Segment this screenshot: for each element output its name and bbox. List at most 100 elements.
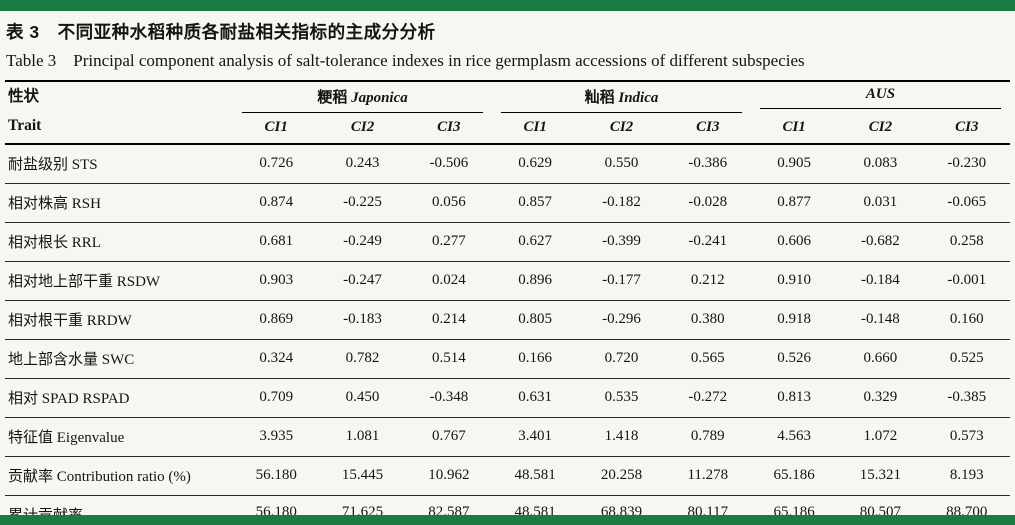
table-header: 性状 Trait 粳稻 Japonica 籼稻 Indica AUS CI1 CI2 C… [5, 81, 1010, 145]
value-cell: 0.767 [405, 417, 493, 457]
value-cell: 56.180 [233, 456, 320, 496]
value-cell: -0.065 [923, 183, 1010, 223]
value-cell: -0.241 [664, 222, 751, 262]
row-label: 特征值 Eigenvalue [5, 417, 234, 457]
value-cell: 0.896 [492, 261, 579, 301]
value-cell: -0.348 [405, 378, 493, 418]
group-label-en: Japonica [351, 90, 408, 106]
component-header-ci2: CI2 [319, 113, 406, 145]
component-header-ci1: CI1 [750, 113, 838, 145]
row-label: 相对根长 RRL [5, 222, 234, 262]
value-cell: -0.230 [923, 144, 1010, 184]
trait-header-en: Trait [8, 117, 42, 134]
value-cell: 20.258 [578, 456, 665, 496]
component-header-ci3: CI3 [664, 113, 751, 145]
group-header-aus: AUS [751, 81, 1010, 113]
value-cell: 0.214 [405, 300, 493, 340]
group-header-japonica: 粳稻 Japonica [233, 81, 492, 113]
value-cell: -0.386 [664, 144, 751, 184]
value-cell: -0.272 [664, 378, 751, 418]
value-cell: 0.709 [233, 378, 320, 418]
value-cell: -0.028 [664, 183, 751, 223]
component-header-ci1: CI1 [492, 113, 579, 145]
value-cell: 0.606 [750, 222, 838, 262]
value-cell: 0.258 [923, 222, 1010, 262]
value-cell: 0.813 [750, 378, 838, 418]
group-label-zh: 籼稻 [584, 90, 619, 106]
value-cell: 0.726 [233, 144, 320, 184]
value-cell: -0.506 [405, 144, 493, 184]
value-cell: 0.631 [492, 378, 579, 418]
value-cell: 0.550 [578, 144, 665, 184]
table-title-en: Table 3 Principal component analysis of … [6, 51, 805, 70]
value-cell: 0.857 [492, 183, 579, 223]
group-header-row: 性状 Trait 粳稻 Japonica 籼稻 Indica AUS [5, 81, 1010, 145]
value-cell: 1.072 [837, 417, 924, 457]
value-cell: -0.399 [578, 222, 665, 262]
row-label: 相对株高 RSH [5, 183, 234, 223]
value-cell: 0.903 [233, 261, 320, 301]
value-cell: 0.024 [405, 261, 493, 301]
value-cell: 0.573 [923, 417, 1010, 457]
group-label-en: Indica [618, 90, 659, 106]
row-label: 相对地上部干重 RSDW [5, 261, 234, 301]
value-cell: -0.682 [837, 222, 924, 262]
component-header-ci3: CI3 [405, 113, 493, 145]
value-cell: 0.660 [837, 339, 924, 379]
value-cell: 15.321 [837, 456, 924, 496]
table-row: 相对株高 RSH 0.874 -0.225 0.056 0.857 -0.182 -0.02… [5, 183, 1010, 223]
value-cell: 15.445 [319, 456, 406, 496]
group-label-zh: 粳稻 [317, 90, 352, 106]
value-cell: 1.081 [319, 417, 406, 457]
value-cell: 0.535 [578, 378, 665, 418]
value-cell: 0.720 [578, 339, 665, 379]
value-cell: 0.514 [405, 339, 493, 379]
table-caption: 表 3 不同亚种水稻种质各耐盐相关指标的主成分分析 Table 3 Princi… [0, 11, 1015, 73]
table-row: 耐盐级别 STS 0.726 0.243 -0.506 0.629 0.550 -0.386… [5, 144, 1010, 184]
value-cell: -0.225 [319, 183, 406, 223]
value-cell: 3.401 [492, 417, 579, 457]
value-cell: -0.177 [578, 261, 665, 301]
row-label: 地上部含水量 SWC [5, 339, 234, 379]
value-cell: 0.627 [492, 222, 579, 262]
value-cell: 0.874 [233, 183, 320, 223]
table-row: 相对 SPAD RSPAD 0.709 0.450 -0.348 0.631 0.535-… [5, 378, 1010, 418]
value-cell: 0.877 [750, 183, 838, 223]
table-title-zh: 表 3 不同亚种水稻种质各耐盐相关指标的主成分分析 [6, 22, 436, 42]
value-cell: 65.186 [750, 456, 838, 496]
value-cell: 0.805 [492, 300, 579, 340]
component-header-ci2: CI2 [578, 113, 665, 145]
component-header-ci2: CI2 [837, 113, 924, 145]
value-cell: 0.681 [233, 222, 320, 262]
trait-column-header: 性状 Trait [5, 81, 234, 145]
value-cell: 4.563 [750, 417, 838, 457]
value-cell: 0.031 [837, 183, 924, 223]
value-cell: -0.296 [578, 300, 665, 340]
value-cell: 0.918 [750, 300, 838, 340]
value-cell: 0.329 [837, 378, 924, 418]
component-header-ci3: CI3 [923, 113, 1010, 145]
bottom-accent-bar [0, 515, 1015, 525]
table-row: 特征值 Eigenvalue 3.935 1.081 0.767 3.401 1.418 0… [5, 417, 1010, 457]
value-cell: 0.166 [492, 339, 579, 379]
row-label: 贡献率 Contribution ratio (%) [5, 456, 234, 496]
value-cell: 0.324 [233, 339, 320, 379]
row-label: 相对 SPAD RSPAD [5, 378, 234, 418]
value-cell: 0.277 [405, 222, 493, 262]
table-row: 地上部含水量 SWC 0.324 0.782 0.514 0.166 0.720 0.565… [5, 339, 1010, 379]
value-cell: -0.184 [837, 261, 924, 301]
value-cell: 0.450 [319, 378, 406, 418]
value-cell: -0.249 [319, 222, 406, 262]
group-label-en: AUS [865, 86, 896, 102]
value-cell: 11.278 [664, 456, 751, 496]
value-cell: 0.910 [750, 261, 838, 301]
table-row: 相对地上部干重 RSDW 0.903 -0.247 0.024 0.896 -0.177 0… [5, 261, 1010, 301]
value-cell: 48.581 [492, 456, 579, 496]
value-cell: 0.869 [233, 300, 320, 340]
value-cell: 0.160 [923, 300, 1010, 340]
value-cell: 0.629 [492, 144, 579, 184]
row-label: 耐盐级别 STS [5, 144, 234, 184]
value-cell: -0.148 [837, 300, 924, 340]
value-cell: 1.418 [578, 417, 665, 457]
value-cell: 0.525 [923, 339, 1010, 379]
